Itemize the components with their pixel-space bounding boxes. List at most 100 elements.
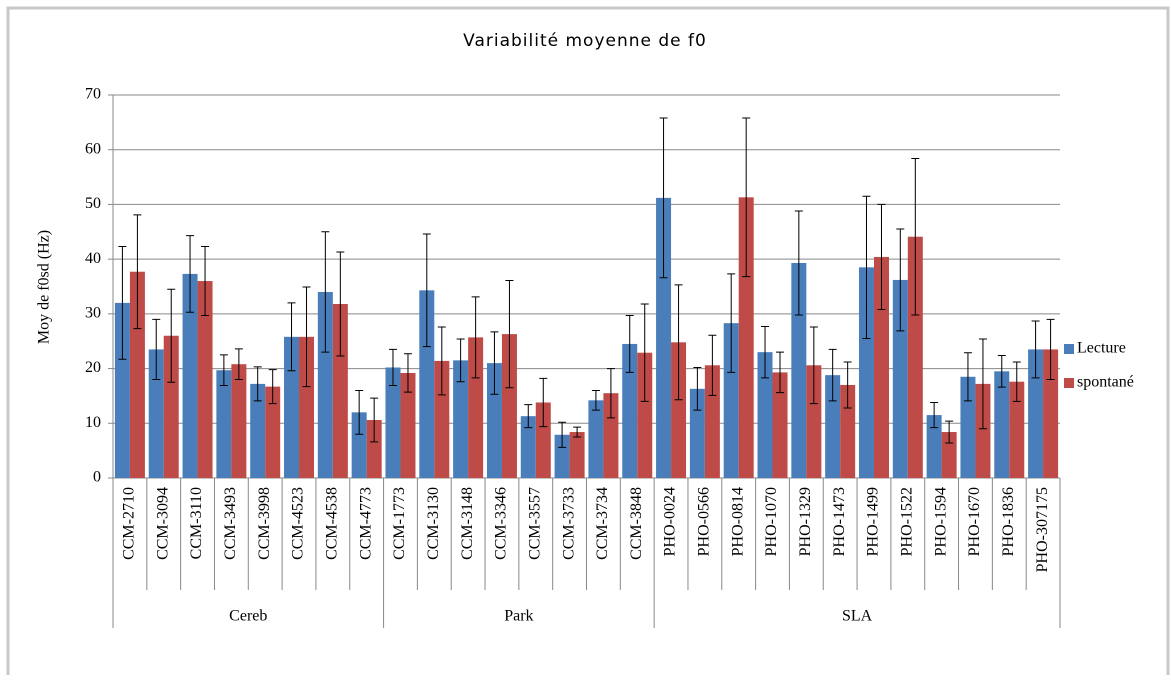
bar (772, 372, 788, 478)
bar (284, 336, 300, 478)
x-tick-label: CCM-3110 (188, 487, 205, 559)
x-tick-label: CCM-3998 (256, 487, 273, 560)
y-tick-label: 20 (85, 359, 101, 376)
x-tick-label: PHO-1594 (932, 487, 949, 556)
y-tick-label: 10 (85, 414, 101, 431)
bar (385, 367, 401, 478)
x-tick-label: CCM-3094 (154, 487, 171, 560)
bar (975, 383, 991, 478)
group-label: Cereb (229, 608, 267, 625)
x-tick-label: PHO-1499 (865, 487, 882, 556)
bar (148, 349, 164, 478)
error-bar (422, 233, 431, 348)
legend-swatch (1064, 378, 1074, 388)
error-bar (742, 117, 751, 278)
error-bar (186, 235, 195, 313)
bar (873, 256, 889, 478)
bar (317, 291, 333, 478)
y-tick-label: 50 (85, 195, 101, 212)
bar (858, 267, 874, 478)
bar (182, 273, 198, 478)
bar (216, 370, 232, 478)
x-tick-label: PHO-1329 (797, 487, 814, 556)
error-bar (355, 389, 364, 435)
bar (926, 415, 942, 478)
error-bar (152, 318, 161, 381)
bar (554, 434, 570, 478)
error-bar (287, 302, 296, 372)
bar (588, 400, 604, 478)
bar (704, 365, 720, 478)
bar (941, 432, 957, 478)
legend-label: spontané (1077, 374, 1134, 391)
x-tick-label: PHO-0024 (662, 487, 679, 556)
x-tick-label: PHO-1836 (1000, 487, 1017, 556)
bar (656, 197, 672, 478)
y-tick-label: 0 (93, 469, 101, 486)
bar (1028, 349, 1044, 478)
error-bar (437, 326, 446, 396)
error-bar (843, 361, 852, 409)
x-tick-label: CCM-3557 (526, 487, 543, 560)
bar (622, 343, 638, 478)
error-bar (978, 338, 987, 430)
x-tick-label: CCM-4523 (290, 487, 307, 560)
bar (197, 281, 213, 478)
error-bar (674, 284, 683, 401)
bar (689, 388, 705, 478)
error-bar (370, 397, 379, 443)
bar (486, 363, 502, 478)
bar (569, 432, 585, 478)
error-bar (133, 214, 142, 330)
y-tick-label: 60 (85, 140, 101, 157)
x-tick-label: CCM-1773 (391, 487, 408, 560)
error-bar (794, 210, 803, 316)
error-bar (403, 353, 412, 393)
error-bar (693, 366, 702, 411)
error-bar (490, 331, 499, 395)
error-bar (997, 354, 1006, 388)
x-tick-label: PHO-1473 (831, 487, 848, 556)
error-bar (456, 338, 465, 383)
error-bar (761, 325, 770, 379)
group-label: Park (504, 608, 533, 625)
y-tick-label: 30 (85, 305, 101, 322)
error-bar (219, 354, 228, 387)
error-bar (828, 348, 837, 402)
group-label: SLA (842, 608, 873, 625)
error-bar (809, 326, 818, 405)
x-tick-label: CCM-3493 (222, 487, 239, 560)
bar (535, 402, 551, 478)
error-bar (911, 157, 920, 316)
error-bar (862, 195, 871, 339)
error-bar (776, 351, 785, 394)
bar (757, 352, 773, 478)
x-tick-label: PHO-1522 (898, 487, 915, 556)
x-tick-label: CCM-3130 (425, 487, 442, 560)
bar (520, 416, 536, 478)
error-bar (471, 296, 480, 379)
error-bar (708, 334, 717, 396)
bar (603, 393, 619, 478)
frame (6, 6, 1170, 680)
error-bar (591, 389, 600, 411)
y-tick-label: 40 (85, 250, 101, 267)
error-bar (930, 401, 939, 429)
x-tick-label: CCM-3734 (594, 487, 611, 560)
error-bar (659, 117, 668, 279)
error-bar (167, 288, 176, 383)
x-tick-label: CCM-2710 (121, 487, 138, 560)
error-bar (945, 420, 954, 444)
y-axis-label: Moy de f0sd (Hz) (36, 230, 53, 344)
x-tick-label: CCM-3148 (459, 487, 476, 560)
x-tick-label: CCM-3346 (493, 487, 510, 560)
error-bar (896, 228, 905, 332)
error-bar (302, 286, 311, 388)
error-bar (573, 426, 582, 438)
error-bar (539, 377, 548, 428)
x-tick-label: PHO-0814 (729, 487, 746, 556)
bar (419, 290, 435, 478)
error-bar (118, 246, 127, 360)
bar (400, 372, 416, 478)
